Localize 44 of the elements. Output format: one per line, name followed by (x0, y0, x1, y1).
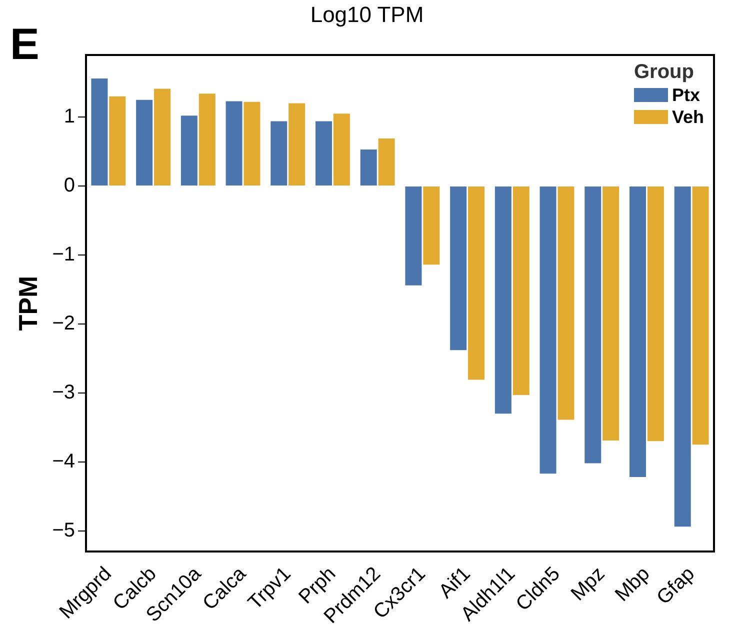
x-tick-label: Gfap (652, 562, 700, 610)
bar (584, 186, 602, 464)
bar (180, 116, 198, 186)
y-tick-label: −5 (52, 519, 76, 542)
bar (558, 186, 574, 420)
bar (288, 103, 306, 186)
bar (244, 102, 260, 186)
bar (468, 186, 485, 380)
bar (423, 186, 440, 265)
bar (109, 96, 126, 186)
x-tick-label: Mpz (567, 562, 610, 606)
y-tick-label: −1 (52, 244, 76, 266)
bar (674, 186, 691, 527)
bar (154, 88, 171, 186)
bar (333, 114, 350, 186)
y-axis-title: TPM (12, 276, 43, 331)
bar (270, 121, 288, 186)
bar (494, 186, 512, 414)
bar (91, 78, 108, 186)
x-tick-label: Mbp (611, 562, 654, 606)
legend-label: Veh (672, 106, 704, 128)
legend-label: Ptx (672, 84, 700, 106)
chart-title: Log10 TPM (310, 2, 424, 27)
bar (360, 149, 377, 186)
bar (198, 94, 216, 186)
bar (602, 186, 620, 440)
y-tick-label: −3 (52, 381, 76, 404)
bar (378, 138, 395, 186)
y-tick-label: −4 (52, 450, 76, 472)
y-tick-label: 0 (64, 174, 76, 197)
legend-title: Group (634, 61, 695, 84)
bar (450, 186, 467, 350)
bar (226, 101, 242, 186)
bar (136, 100, 153, 186)
y-tick-label: 1 (64, 106, 76, 128)
y-tick-label: −2 (52, 312, 76, 334)
bar (540, 186, 556, 474)
bar (647, 186, 664, 442)
bar (692, 186, 709, 445)
bar (315, 121, 332, 186)
text: E (10, 20, 40, 70)
bar (405, 186, 422, 286)
bar (512, 186, 530, 395)
bar (629, 186, 646, 478)
